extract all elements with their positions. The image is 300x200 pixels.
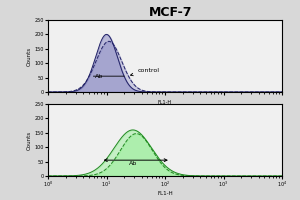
Text: MCF-7: MCF-7 — [149, 6, 193, 19]
X-axis label: FL1-H: FL1-H — [157, 191, 173, 196]
Y-axis label: Counts: Counts — [27, 46, 32, 66]
Text: Ab: Ab — [94, 74, 103, 79]
Text: Ab: Ab — [129, 161, 137, 166]
Text: control: control — [130, 68, 159, 76]
X-axis label: FL1-H: FL1-H — [158, 100, 172, 105]
Y-axis label: Counts: Counts — [27, 130, 32, 150]
